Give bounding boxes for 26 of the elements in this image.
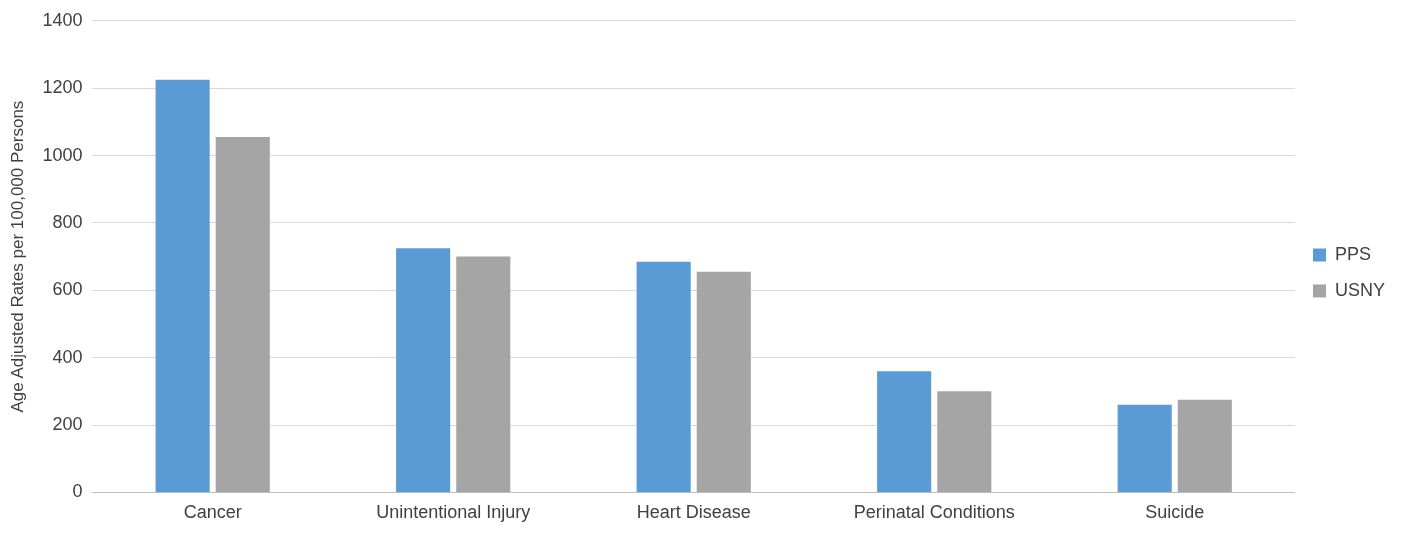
x-tick-label: Perinatal Conditions	[853, 502, 1015, 523]
bar	[215, 137, 270, 492]
y-tick-label: 600	[52, 279, 83, 300]
x-tick-label: Heart Disease	[636, 502, 751, 523]
y-tick-label: 200	[52, 414, 83, 434]
y-tick-label: 800	[52, 211, 83, 232]
bar	[937, 391, 992, 492]
bar	[877, 371, 932, 492]
bar	[396, 248, 451, 492]
bar	[696, 271, 751, 492]
bar	[1117, 404, 1172, 492]
bar	[155, 79, 210, 492]
x-tick-label: Unintentional Injury	[376, 502, 531, 523]
x-tick-label: Suicide	[1145, 502, 1205, 523]
y-axis-title: Age Adjusted Rates per 100,000 Persons	[7, 100, 27, 413]
bar	[1177, 399, 1232, 492]
y-tick-label: 1000	[42, 144, 83, 165]
y-tick-label: 1400	[42, 9, 83, 30]
x-tick-label: Cancer	[183, 502, 242, 523]
bar	[456, 256, 511, 492]
y-tick-label: 1200	[42, 77, 83, 98]
legend-label: USNY	[1334, 279, 1386, 300]
bar	[636, 261, 691, 492]
legend-label: PPS	[1334, 243, 1372, 264]
y-tick-label: 0	[72, 481, 83, 502]
y-tick-label: 400	[52, 346, 83, 367]
